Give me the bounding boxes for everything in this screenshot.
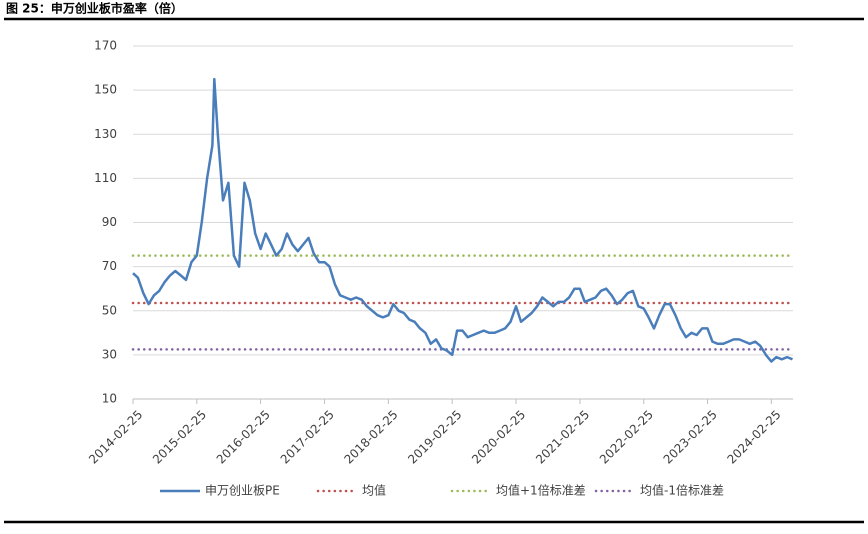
y-tick-label: 50	[102, 303, 117, 317]
y-tick-label: 150	[94, 83, 117, 97]
data-line	[132, 77, 793, 363]
y-tick-label: 90	[102, 215, 117, 229]
x-tick-label: 2021-02-25	[533, 407, 592, 466]
legend-label: 均值	[362, 483, 386, 498]
x-tick-label: 2024-02-25	[724, 407, 783, 466]
x-tick-label: 2015-02-25	[150, 407, 209, 466]
y-tick-label: 130	[94, 127, 117, 141]
x-tick-label: 2020-02-25	[469, 407, 528, 466]
x-tick-label: 2017-02-25	[278, 407, 337, 466]
x-tick-label: 2016-02-25	[214, 407, 273, 466]
y-tick-label: 170	[94, 39, 117, 53]
x-tick-label: 2023-02-25	[661, 407, 720, 466]
x-tick-label: 2022-02-25	[597, 407, 656, 466]
legend-label: 均值+1倍标准差	[496, 483, 586, 498]
y-tick-label: 10	[102, 392, 117, 406]
x-tick-label: 2018-02-25	[341, 407, 400, 466]
y-tick-label: 110	[94, 171, 117, 185]
x-tick-label: 2019-02-25	[405, 407, 464, 466]
legend-label: 均值-1倍标准差	[640, 483, 724, 498]
legend-label: 申万创业板PE	[205, 484, 280, 498]
x-tick-label: 2014-02-25	[86, 407, 145, 466]
chart-title: 图 25：申万创业板市盈率（倍）	[6, 1, 183, 16]
y-tick-label: 30	[102, 347, 117, 361]
y-tick-label: 70	[102, 259, 117, 273]
